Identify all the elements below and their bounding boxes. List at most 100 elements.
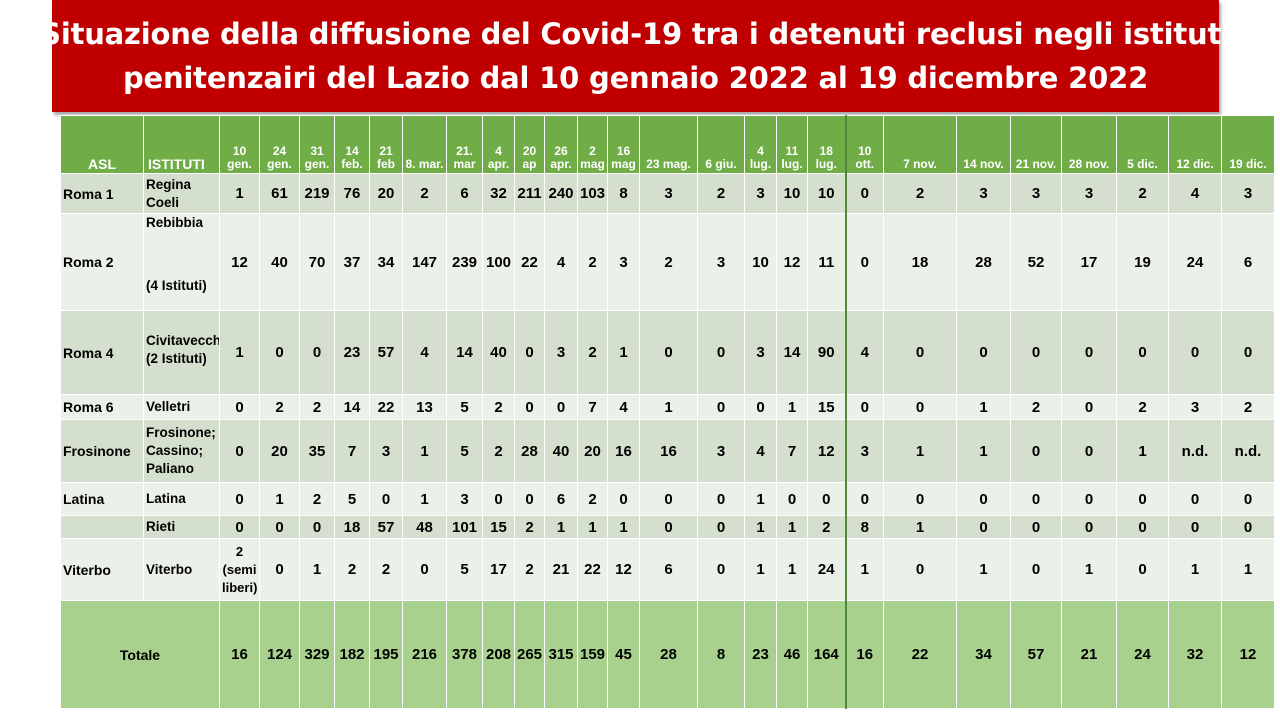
value-cell: 2 [402,173,447,214]
value-cell: 211 [514,173,545,214]
header-date: 18 lug. [807,115,846,174]
value-cell: 3 [1168,394,1222,420]
header-date: 10 ott. [844,115,884,174]
value-cell: 2 [369,538,403,601]
value-cell: 2 [577,310,608,395]
header-date: 20 ap [514,115,545,174]
istituto-name: Rebibbia [146,215,204,230]
value-cell: 2 [1010,394,1062,420]
value-cell: 0 [639,482,698,516]
value-cell: 1 [776,538,808,601]
value-cell: 2 [299,394,335,420]
value-cell: 0 [1168,310,1222,395]
header-date: 23 mag. [639,115,698,174]
value-cell: 1 [1116,419,1169,483]
value-cell: 6 [446,173,483,214]
value-cell: 0 [402,538,447,601]
total-value: 16 [219,600,260,709]
value-cell: 1 [776,515,808,539]
value-cell: 1 [744,482,777,516]
header-date: 26 apr. [544,115,578,174]
value-cell: 1 [402,419,447,483]
value-cell: 1 [577,515,608,539]
value-cell: 3 [607,213,640,311]
value-cell: 2 [514,515,545,539]
value-cell: 0 [1061,394,1117,420]
total-value: 329 [299,600,335,709]
value-cell: 1 [844,538,884,601]
istituto-name: Civitavecchia [146,333,220,348]
istituto-count: (4 Istituti) [146,278,207,293]
asl-cell: Roma 1 [60,173,144,214]
value-cell: 24 [807,538,846,601]
value-cell: 2 [259,394,300,420]
value-cell: 5 [446,538,483,601]
value-cell: 0 [1010,538,1062,601]
header-date: 2 mag [577,115,608,174]
value-cell: 3 [1221,173,1275,214]
total-value: 21 [1061,600,1117,709]
header-istituti: ISTITUTI [143,115,220,174]
value-cell: 0 [1221,310,1275,395]
value-cell: 219 [299,173,335,214]
value-cell: 2 [697,173,745,214]
header-date: 5 dic. [1116,115,1169,174]
value-cell: 3 [697,213,745,311]
total-value: 182 [334,600,370,709]
asl-cell: Roma 6 [60,394,144,420]
value-cell: 2 [807,515,846,539]
value-cell: 5 [446,419,483,483]
table-row: Viterbo Viterbo 2 (semi liberi) 0 1 2 2 0 5 17 2 21… [60,538,1275,601]
value-cell: 57 [369,515,403,539]
header-date: 7 nov. [883,115,957,174]
value-cell: 0 [639,515,698,539]
header-date: 24 gen. [259,115,300,174]
header-date: 4 apr. [482,115,515,174]
header-date: 21 feb [369,115,403,174]
total-label: Totale [60,600,220,709]
value-cell: 12 [807,419,846,483]
value-cell: 0 [219,419,260,483]
value-cell: 0 [956,482,1011,516]
total-value: 32 [1168,600,1222,709]
total-value: 46 [776,600,808,709]
value-cell: 1 [607,515,640,539]
header-date: 10 gen. [219,115,260,174]
value-cell: 18 [334,515,370,539]
table-row: Roma 2 Rebibbia (4 Istituti) 12 40 70 37 34 147 2… [60,213,1275,311]
total-value: 57 [1010,600,1062,709]
table-row: Latina Latina 0 1 2 5 0 1 3 0 0 6 2 0 0 0 1 0 0 0 0 0 0 0 0 0 0 [60,482,1275,516]
value-cell: 24 [1168,213,1222,311]
value-cell: 1 [776,394,808,420]
header-date: 14 feb. [334,115,370,174]
value-cell: 61 [259,173,300,214]
value-cell: 0 [697,515,745,539]
value-cell: 23 [334,310,370,395]
value-cell: 22 [577,538,608,601]
title-line-2: penitenzairi del Lazio dal 10 gennaio 20… [122,61,1149,95]
istituto-cell: Frosinone; Cassino; Paliano [143,419,220,483]
table-row: Roma 1 Regina Coeli 1 61 219 76 20 2 6 32 211 240 10… [60,173,1275,214]
value-cell: 8 [844,515,884,539]
value-cell: 0 [259,538,300,601]
value-cell: 0 [1010,419,1062,483]
value-cell: 2 [577,482,608,516]
value-cell: 4 [402,310,447,395]
total-value: 24 [1116,600,1169,709]
value-cell: 1 [744,538,777,601]
value-cell: 20 [577,419,608,483]
value-cell: 14 [446,310,483,395]
total-value: 315 [544,600,578,709]
header-date: 28 nov. [1061,115,1117,174]
value-cell: 1 [607,310,640,395]
value-cell: 4 [744,419,777,483]
total-row: Totale 16 124 329 182 195 216 378 208 265 315 159 45… [60,600,1275,709]
value-cell: 16 [607,419,640,483]
total-value: 28 [639,600,698,709]
value-cell: 0 [697,394,745,420]
value-cell: 12 [776,213,808,311]
value-cell: 2 [883,173,957,214]
value-cell: 19 [1116,213,1169,311]
value-cell: 11 [807,213,846,311]
value-cell: 16 [639,419,698,483]
